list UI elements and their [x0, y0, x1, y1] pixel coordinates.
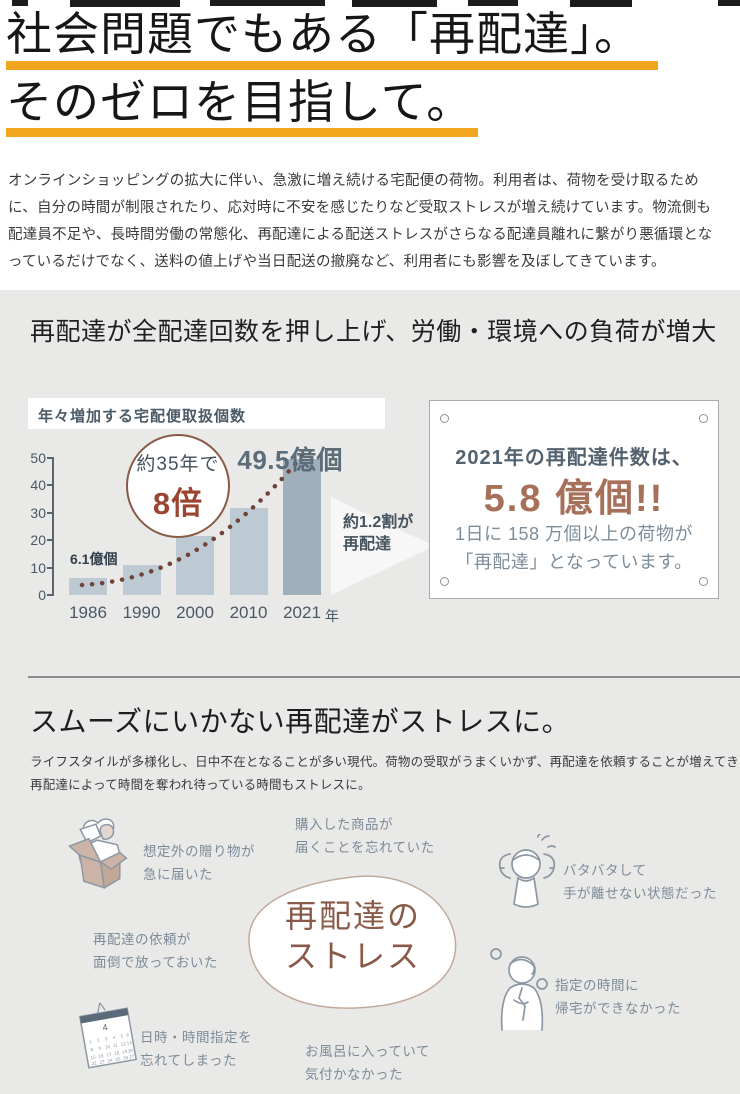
- svg-text:25: 25: [115, 1056, 121, 1062]
- y-tick-label: 30: [30, 504, 46, 521]
- y-tick-mark: [47, 539, 52, 541]
- svg-text:18: 18: [114, 1050, 120, 1056]
- svg-text:8: 8: [90, 1047, 94, 1052]
- redelivery-share-label: 約1.2割が 再配達: [343, 514, 414, 553]
- x-tick-label: 2021: [283, 603, 321, 622]
- svg-text:24: 24: [107, 1058, 113, 1064]
- impact-section-heading: 再配達が全配達回数を押し上げ、労働・環境への負荷が増大: [30, 318, 717, 346]
- svg-text:22: 22: [91, 1060, 97, 1066]
- bar-1990: [122, 564, 161, 595]
- svg-text:9: 9: [98, 1045, 102, 1050]
- fact-card-body-line1: 1日に 158 万個以上の荷物が: [454, 524, 694, 544]
- y-tick-label: 20: [30, 532, 46, 548]
- growth-badge: 約35年で 8倍: [126, 434, 230, 538]
- flustered-person-icon: [498, 834, 556, 908]
- svg-text:6: 6: [126, 1032, 130, 1037]
- stress-body-line1: ライフスタイルが多様化し、日中不在となることが多い現代。荷物の受取がうまくいかず…: [30, 755, 740, 769]
- y-tick-mark: [47, 511, 52, 514]
- page-title-line1: 社会問題でもある「再配達」。: [6, 8, 641, 60]
- stress-bubble: [248, 875, 457, 1009]
- y-axis: [52, 457, 54, 596]
- chart-title: 年々増加する宅配便取扱個数: [38, 408, 247, 425]
- stress-item-bath: お風呂に入っていて 気付かなかった: [305, 1044, 430, 1082]
- stress-item-forgot-schedule: 日時・時間指定を 忘れてしまった: [140, 1030, 252, 1068]
- last-bar-value-label: 49.5億個: [237, 445, 343, 475]
- worried-person-icon: [490, 948, 548, 1031]
- svg-text:2: 2: [97, 1037, 101, 1042]
- gift-box-icon: [68, 818, 128, 889]
- svg-text:4: 4: [102, 1022, 109, 1033]
- stress-item-postponed: 再配達の依頼が 面倒で放っておいた: [93, 932, 218, 970]
- page-title-line2: そのゼロを目指して。: [6, 76, 474, 128]
- svg-text:13: 13: [126, 1040, 132, 1046]
- svg-text:11: 11: [113, 1042, 119, 1048]
- svg-text:3: 3: [104, 1036, 108, 1041]
- svg-text:10: 10: [105, 1044, 111, 1050]
- svg-text:5: 5: [120, 1033, 124, 1038]
- screw-icon: [440, 414, 449, 423]
- stress-item-busy: バタバタして 手が離せない状態だった: [563, 863, 717, 901]
- screw-icon: [699, 577, 708, 586]
- y-tick-mark: [47, 566, 52, 569]
- bar-2000: [176, 535, 214, 595]
- x-tick-label: 2000: [176, 603, 214, 622]
- y-tick-label: 10: [30, 559, 46, 576]
- y-tick-mark: [47, 594, 52, 596]
- intro-paragraph: オンラインショッピングの拡大に伴い、急激に増え続ける宅配便の荷物。利用者は、荷物…: [8, 173, 713, 270]
- x-axis-unit-label: 年: [325, 608, 339, 624]
- title-underline-2: [6, 128, 478, 137]
- title-underline-1: [6, 61, 658, 70]
- svg-text:4: 4: [112, 1035, 116, 1040]
- screw-icon: [699, 414, 708, 423]
- y-tick-label: 50: [30, 449, 46, 466]
- stress-section-heading: スムーズにいかない再配達がストレスに。: [30, 706, 571, 737]
- x-tick-label: 2010: [229, 603, 268, 622]
- redelivery-fact-card: 2021年の再配達件数は、 5.8 億個!! 1日に 158 万個以上の荷物が …: [429, 400, 719, 599]
- trend-dotted-curve: [79, 452, 306, 588]
- stress-item-forgot-order: 購入した商品が 届くことを忘れていた: [295, 817, 435, 855]
- fact-card-body-line2: 「再配達」となっています。: [455, 552, 693, 572]
- y-tick-label: 0: [38, 587, 46, 603]
- parcel-volume-chart: 年々増加する宅配便取扱個数 0 10 20 30 40 50 1986 1990 2000 20…: [28, 398, 434, 630]
- growth-badge-line1: 約35年で: [136, 454, 220, 475]
- y-tick-mark: [47, 484, 52, 486]
- svg-text:1: 1: [89, 1039, 93, 1044]
- section-divider: [28, 676, 740, 678]
- chart-title-bar: 年々増加する宅配便取扱個数: [28, 398, 385, 429]
- bar-1986: [69, 578, 107, 595]
- svg-text:23: 23: [99, 1059, 105, 1065]
- first-bar-value-label: 6.1億個: [70, 551, 118, 567]
- svg-text:16: 16: [98, 1053, 104, 1059]
- stress-body-line2: 再配達によって時間を奪われ待っている時間もストレスに。: [30, 778, 371, 792]
- redelivery-share-arrow-icon: [331, 497, 434, 595]
- svg-text:12: 12: [120, 1041, 126, 1047]
- svg-text:27: 27: [129, 1054, 135, 1060]
- stress-bubble-label: 再配達の ストレス: [284, 898, 421, 974]
- stress-item-late-home: 指定の時間に 帰宅ができなかった: [555, 978, 681, 1016]
- fact-card-big-value: 5.8 億個!!: [483, 478, 665, 520]
- bar-2021: [283, 458, 321, 595]
- stress-item-gift: 想定外の贈り物が 急に届いた: [143, 844, 255, 882]
- x-tick-label: 1990: [122, 603, 161, 622]
- svg-text:26: 26: [123, 1055, 129, 1061]
- growth-badge-line2: 8倍: [152, 486, 204, 521]
- svg-text:19: 19: [122, 1049, 128, 1055]
- fact-card-heading: 2021年の再配達件数は、: [455, 447, 693, 469]
- y-tick-mark: [47, 456, 52, 459]
- screw-icon: [440, 577, 449, 586]
- x-tick-label: 1986: [69, 603, 107, 622]
- bar-2010: [229, 508, 268, 595]
- svg-text:17: 17: [106, 1052, 112, 1058]
- svg-text:15: 15: [90, 1054, 96, 1060]
- svg-text:20: 20: [128, 1048, 134, 1054]
- y-tick-label: 40: [30, 477, 46, 493]
